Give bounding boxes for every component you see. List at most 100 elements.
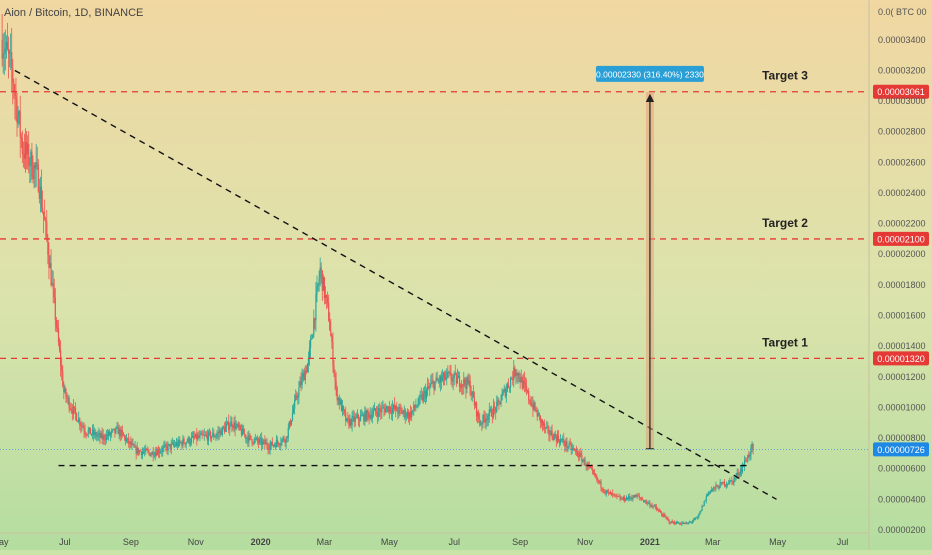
candle-body [566, 441, 568, 448]
candle-body [324, 295, 327, 299]
candle-body [450, 372, 452, 380]
candle-body [54, 297, 56, 320]
candle-body [315, 294, 317, 321]
candle-body [358, 419, 361, 421]
candle-body [614, 494, 616, 496]
candle-body [86, 434, 88, 436]
candle-body [390, 411, 393, 414]
candle-body [132, 443, 134, 445]
candle-body [425, 390, 428, 399]
candle-body [406, 412, 409, 417]
candle-body [252, 443, 254, 444]
candle-body [415, 406, 417, 408]
price-tick-label: 0.00001000 [878, 402, 926, 412]
candle-body [467, 377, 469, 384]
candle-body [389, 406, 391, 412]
candle-body [483, 414, 485, 419]
candle-body [513, 367, 515, 381]
candle-body [297, 396, 299, 398]
candle-body [729, 480, 731, 484]
candle-body [137, 447, 139, 454]
candle-body [414, 404, 416, 408]
candle-body [266, 442, 268, 447]
candle-body [518, 373, 520, 379]
candle-body [94, 431, 96, 435]
candle-body [330, 329, 332, 337]
candle-body [574, 449, 577, 451]
candle-body [340, 400, 343, 412]
candle-body [458, 375, 461, 387]
candle-body [492, 406, 495, 417]
candle-body [360, 415, 362, 421]
candle-body [333, 366, 335, 374]
candle-body [672, 521, 674, 523]
candle-body [623, 496, 626, 501]
candle-body [676, 521, 679, 524]
candle-body [669, 522, 671, 524]
candle-body [388, 406, 390, 413]
candle-body [345, 412, 347, 422]
candle-body [28, 143, 30, 166]
candle-body [449, 372, 451, 373]
candle-body [205, 434, 207, 436]
candle-body [432, 381, 434, 382]
candle-body [237, 424, 239, 427]
candle-body [251, 439, 253, 444]
candle-body [421, 395, 423, 401]
candle-body [117, 426, 119, 434]
candle-body [433, 381, 435, 390]
candle-body [509, 378, 512, 387]
candle-body [156, 449, 159, 456]
candle-body [534, 402, 536, 411]
candle-body [585, 465, 587, 467]
candle-body [27, 143, 29, 155]
candle-body [166, 446, 168, 451]
candle-body [210, 432, 212, 439]
candle-body [680, 523, 682, 525]
measure-label-box [595, 65, 704, 82]
candle-body [442, 372, 445, 378]
candle-body [516, 373, 518, 376]
candle-body [79, 418, 81, 426]
time-axis[interactable]: May Jul Sep Nov 2020 Mar May Jul Sep Nov 2021 Mar Ma… [0, 537, 848, 547]
candle-body [248, 434, 250, 443]
candle-body [420, 395, 422, 397]
price-axis[interactable]: 0.00003400 0.00003200 0.00003000 0.00002800… [878, 35, 926, 535]
candle-body [499, 401, 501, 405]
candle-body [697, 516, 699, 518]
candle-body [608, 491, 611, 493]
candle-body [563, 438, 565, 444]
candle-body [694, 518, 696, 521]
candle-body [84, 431, 86, 434]
price-axis-top-label: 0.0( BTC 00 [878, 7, 927, 17]
candle-body [203, 434, 205, 436]
candle-body [336, 388, 338, 401]
time-tick-label: 2020 [251, 537, 271, 547]
candle-body [700, 510, 702, 512]
price-tick-label: 0.00003400 [878, 35, 926, 45]
candle-body [155, 452, 157, 456]
candle-body [490, 409, 493, 417]
candle-body [583, 459, 585, 461]
candle-body [35, 162, 37, 169]
candle-body [32, 176, 34, 179]
candle-body [463, 378, 465, 386]
candle-body [312, 335, 314, 339]
candle-body [40, 186, 43, 208]
candle-body [637, 495, 639, 497]
candle-body [682, 522, 684, 524]
candle-body [541, 420, 544, 425]
candle-body [702, 505, 704, 507]
candle-body [615, 494, 617, 496]
candle-body [484, 418, 486, 423]
candle-body [514, 367, 516, 376]
candle-body [236, 424, 238, 426]
candle-body [580, 453, 582, 455]
candle-body [651, 505, 653, 507]
candle-body [56, 326, 59, 329]
candle-body [561, 439, 563, 441]
candle-body [240, 429, 243, 435]
candle-body [302, 373, 304, 377]
